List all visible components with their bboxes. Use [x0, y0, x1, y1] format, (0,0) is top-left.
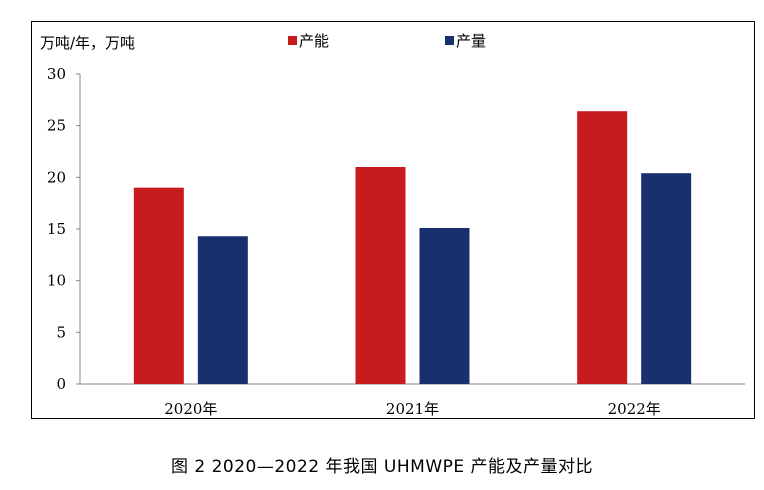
figure-caption: 图 2 2020—2022 年我国 UHMWPE 产能及产量对比 [170, 457, 594, 477]
bar [577, 111, 628, 384]
y-axis-label: 万吨/年，万吨 [40, 34, 136, 52]
bar-chart: 0 5 10 15 20 25 30 2020年 2021年 2022年 [47, 65, 745, 418]
y-tick-label: 0 [56, 375, 66, 393]
bar [419, 227, 470, 384]
x-tick-label: 2021年 [386, 400, 439, 418]
bar [133, 187, 184, 384]
legend-swatch-output [445, 36, 454, 45]
legend-label-output: 产量 [456, 32, 487, 50]
x-tick-label: 2022年 [608, 400, 661, 418]
chart-frame [31, 21, 755, 419]
bar [355, 167, 406, 384]
y-tick-label: 30 [47, 65, 66, 83]
y-tick-label: 25 [47, 117, 66, 135]
bar [197, 236, 248, 384]
legend-item-capacity: 产能 [288, 30, 329, 51]
y-tick-label: 15 [47, 220, 66, 238]
legend-label-capacity: 产能 [299, 32, 330, 50]
bar [641, 173, 692, 384]
legend-item-output: 产量 [445, 30, 486, 51]
y-tick-label: 10 [47, 272, 66, 290]
y-tick-label: 20 [47, 168, 66, 186]
y-tick-label: 5 [56, 323, 66, 341]
x-tick-label: 2020年 [164, 400, 217, 418]
legend-swatch-capacity [288, 36, 297, 45]
